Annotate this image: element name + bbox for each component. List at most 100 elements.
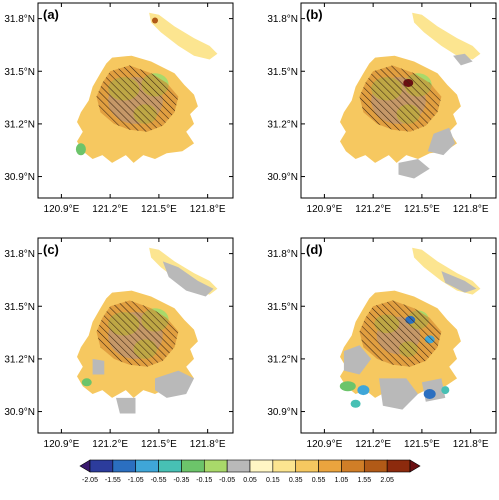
x-tick-label: 121.8°E xyxy=(190,439,226,450)
hatched-area xyxy=(359,65,442,132)
y-tick-label: 31.5°N xyxy=(4,302,35,313)
panel-frame xyxy=(37,2,234,199)
colorbar-swatch xyxy=(249,459,274,473)
panels: 120.9°E 121.2°E 121.5°E 121.8°E 31.8°N 31.5°N… xyxy=(4,2,497,450)
colorbar-label: -1.55 xyxy=(105,477,121,484)
colorbar-max-arrow xyxy=(409,459,421,473)
green-spot xyxy=(75,143,86,156)
x-tick-label: 121.5°E xyxy=(141,204,177,215)
panel-c: 120.9°E 121.2°E 121.5°E 121.8°E 31.8°N 31.5°N… xyxy=(4,237,234,450)
x-tick-label: 121.2°E xyxy=(355,204,391,215)
y-tick-label: 31.2°N xyxy=(267,119,298,130)
x-tick-label: 120.9°E xyxy=(44,204,80,215)
panel-d: 120.9°E 121.2°E 121.5°E 121.8°E 31.8°N 31.5°N… xyxy=(267,237,497,450)
blue-spot xyxy=(350,399,361,408)
grey-region xyxy=(162,261,214,297)
x-tick-label: 121.5°E xyxy=(404,204,440,215)
grey-region xyxy=(379,378,418,410)
brown-spot xyxy=(152,17,158,24)
colorbar-label: -0.15 xyxy=(196,477,212,484)
colorbar-swatch xyxy=(386,459,411,473)
colorbar-min-arrow xyxy=(79,459,91,473)
y-tick-label: 31.5°N xyxy=(267,67,298,78)
x-tick-label: 120.9°E xyxy=(307,439,343,450)
colorbar-label: -2.05 xyxy=(82,477,98,484)
y-tick-label: 31.5°N xyxy=(267,302,298,313)
blue-spot xyxy=(423,389,436,399)
blue-spot xyxy=(357,385,370,396)
colorbar-swatch xyxy=(89,459,114,473)
x-tick-label: 121.2°E xyxy=(355,439,391,450)
grey-region xyxy=(343,345,372,375)
colorbar-label: 0.35 xyxy=(289,477,303,484)
colorbar: -2.05 -1.55 -1.05 -0.55 -0.35 -0.15 -0.05 0.05 0… xyxy=(79,459,421,484)
hatched-area xyxy=(359,300,442,367)
panel-label: (d) xyxy=(306,242,323,257)
panel-label: (c) xyxy=(43,242,59,257)
panel-frame xyxy=(300,2,497,199)
panel-frame xyxy=(300,237,497,434)
green-spot xyxy=(81,378,92,387)
colorbar-swatch xyxy=(318,459,342,473)
colorbar-label: 0.55 xyxy=(312,477,326,484)
x-tick-label: 121.8°E xyxy=(453,439,489,450)
colorbar-swatch xyxy=(112,459,137,473)
panel-frame xyxy=(37,237,234,434)
x-tick-label: 121.2°E xyxy=(92,439,128,450)
y-tick-label: 31.5°N xyxy=(4,67,35,78)
hatched-area xyxy=(96,65,179,132)
y-tick-label: 30.9°N xyxy=(267,172,298,183)
panel-label: (b) xyxy=(306,7,323,22)
grey-region xyxy=(398,159,430,179)
colorbar-label: 0.05 xyxy=(243,477,257,484)
y-tick-label: 31.2°N xyxy=(4,119,35,130)
x-tick-label: 120.9°E xyxy=(44,439,80,450)
colorbar-swatch xyxy=(203,459,228,473)
y-tick-label: 31.8°N xyxy=(4,249,35,260)
x-tick-label: 121.2°E xyxy=(92,204,128,215)
colorbar-swatch xyxy=(158,459,182,473)
colorbar-swatch xyxy=(363,459,388,473)
y-tick-label: 31.2°N xyxy=(4,354,35,365)
colorbar-swatch xyxy=(295,459,319,473)
y-tick-label: 31.8°N xyxy=(267,249,298,260)
grey-region xyxy=(441,271,477,293)
y-tick-label: 31.8°N xyxy=(4,14,35,25)
grey-region xyxy=(155,370,194,398)
colorbar-swatch xyxy=(341,459,365,473)
colorbar-label: -0.35 xyxy=(173,477,189,484)
y-tick-label: 31.8°N xyxy=(267,14,298,25)
panel-b: 120.9°E 121.2°E 121.5°E 121.8°E 31.8°N 31.5°N… xyxy=(267,2,497,215)
colorbar-label: 2.05 xyxy=(380,477,394,484)
colorbar-swatch xyxy=(272,459,297,473)
island-region xyxy=(412,12,481,60)
grey-region xyxy=(116,397,136,414)
y-tick-label: 31.2°N xyxy=(267,354,298,365)
colorbar-label: 1.05 xyxy=(335,477,349,484)
x-tick-label: 121.8°E xyxy=(190,204,226,215)
island-region xyxy=(149,12,218,60)
grey-region xyxy=(427,127,456,156)
y-tick-label: 30.9°N xyxy=(4,407,35,418)
x-tick-label: 121.5°E xyxy=(141,439,177,450)
blue-spot xyxy=(441,386,450,395)
x-tick-label: 121.5°E xyxy=(404,439,440,450)
y-tick-label: 30.9°N xyxy=(267,407,298,418)
colorbar-swatch xyxy=(181,459,205,473)
panel-a: 120.9°E 121.2°E 121.5°E 121.8°E 31.8°N 31.5°N… xyxy=(4,2,234,215)
panel-label: (a) xyxy=(43,7,59,22)
x-tick-label: 120.9°E xyxy=(307,204,343,215)
blue-spot xyxy=(339,381,356,392)
y-tick-label: 30.9°N xyxy=(4,172,35,183)
colorbar-swatch xyxy=(226,459,251,473)
colorbar-label: -0.55 xyxy=(151,477,167,484)
grey-region xyxy=(453,53,473,66)
x-tick-label: 121.8°E xyxy=(453,204,489,215)
colorbar-label: -0.05 xyxy=(219,477,235,484)
colorbar-swatch xyxy=(135,459,159,473)
colorbar-label: -1.05 xyxy=(128,477,144,484)
colorbar-label: 0.15 xyxy=(266,477,280,484)
hatched-area xyxy=(96,300,179,367)
grey-region xyxy=(92,358,105,375)
